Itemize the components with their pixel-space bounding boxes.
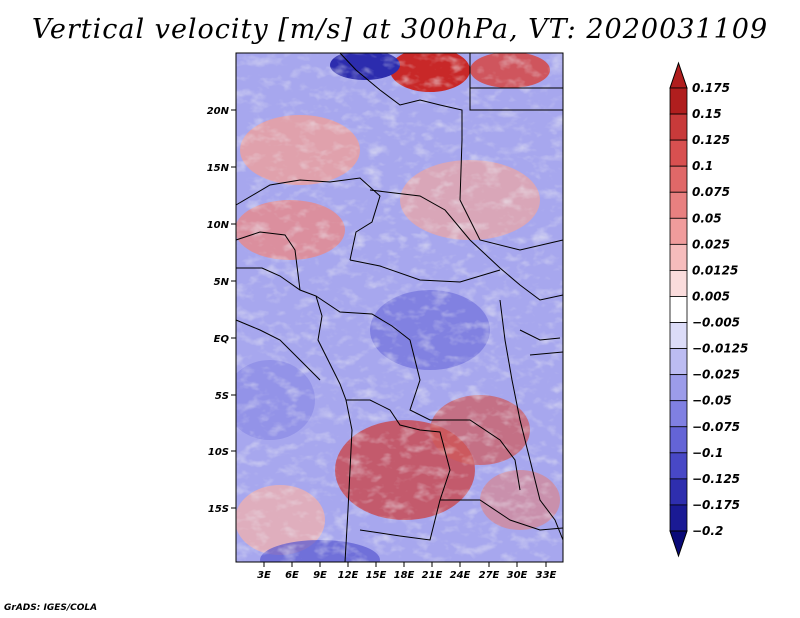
colorbar-triangle-top	[669, 61, 688, 89]
colorbar-segment	[669, 322, 688, 349]
lon-axis: 3E 6E 9E 12E 15E 18E 21E 24E 27E 30E 33E	[257, 562, 557, 581]
colorbar-label: −0.075	[692, 420, 740, 434]
lon-label: 24E	[450, 570, 471, 581]
colorbar-label: 0.025	[692, 237, 730, 251]
colorbar-segment	[669, 478, 688, 506]
colorbar-segment	[669, 217, 688, 245]
lon-label: 27E	[479, 570, 500, 581]
velocity-field	[236, 53, 563, 562]
colorbar-segment	[669, 243, 688, 271]
lon-label: 15E	[366, 570, 387, 581]
colorbar-label: 0.1	[692, 159, 713, 173]
colorbar-segment	[669, 348, 688, 376]
lon-label: 33E	[536, 570, 557, 581]
lat-label: 20N	[207, 106, 230, 117]
lat-label: 10S	[208, 447, 229, 458]
colorbar-label: 0.175	[692, 81, 730, 95]
lon-label: 18E	[394, 570, 415, 581]
lat-label: 10N	[207, 220, 230, 231]
map-title: Vertical velocity [m/s] at 300hPa, VT: 2…	[31, 14, 769, 45]
lon-label: 30E	[507, 570, 528, 581]
lat-label: 5S	[215, 391, 229, 402]
colorbar-segment	[669, 374, 688, 402]
colorbar-label: 0.05	[692, 211, 722, 225]
colorbar-triangle-bottom	[669, 530, 688, 558]
colorbar-label: −0.2	[692, 524, 723, 538]
colorbar-label: 0.0125	[692, 263, 738, 277]
map-frame	[235, 52, 564, 563]
colorbar-segment	[669, 452, 688, 480]
colorbar-segment	[669, 296, 688, 323]
colorbar-label: −0.005	[692, 316, 740, 330]
lon-label: 21E	[422, 570, 443, 581]
colorbar-label: 0.15	[692, 107, 722, 121]
lon-label: 12E	[338, 570, 359, 581]
colorbar-label: −0.125	[692, 472, 740, 486]
colorbar-label: −0.0125	[692, 342, 748, 356]
country-borders	[235, 52, 564, 563]
lat-label: 5N	[214, 277, 230, 288]
colorbar-segment	[669, 504, 688, 532]
colorbar-segment	[669, 191, 688, 219]
lon-label: 6E	[285, 570, 299, 581]
colorbar-segment	[669, 270, 688, 297]
lon-label: 9E	[313, 570, 327, 581]
lon-label: 3E	[257, 570, 271, 581]
colorbar-segment	[669, 400, 688, 428]
colorbar-segment	[669, 87, 688, 115]
lat-label: 15S	[208, 504, 229, 515]
colorbar: 0.175 0.15 0.125 0.1 0.075 0.05 0.025 0.0125 0.0…	[669, 61, 748, 558]
colorbar-segment	[669, 139, 688, 167]
colorbar-segment	[669, 113, 688, 141]
footer-credit: GrADS: IGES/COLA	[4, 603, 98, 613]
lat-axis: 20N 15N 10N 5N EQ 5S 10S 15S	[207, 106, 236, 515]
colorbar-label: −0.175	[692, 498, 740, 512]
colorbar-label: −0.1	[692, 446, 723, 460]
colorbar-label: −0.05	[692, 394, 732, 408]
colorbar-segment	[669, 426, 688, 454]
colorbar-label: 0.005	[692, 289, 730, 303]
lat-label: EQ	[214, 334, 230, 345]
colorbar-label: 0.125	[692, 133, 730, 147]
colorbar-segment	[669, 165, 688, 193]
lat-label: 15N	[207, 163, 230, 174]
colorbar-label: −0.025	[692, 368, 740, 382]
colorbar-label: 0.075	[692, 185, 730, 199]
